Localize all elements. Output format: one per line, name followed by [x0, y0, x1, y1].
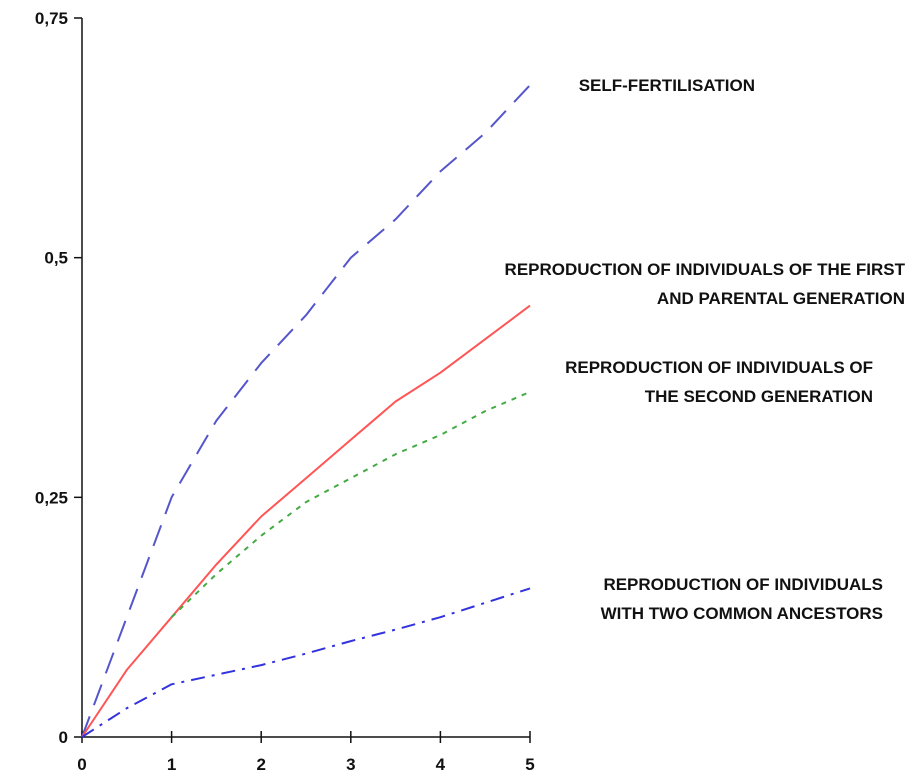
y-tick-label: 0,25 — [35, 488, 68, 507]
series-line-1 — [81, 84, 531, 738]
x-tick-label: 0 — [77, 755, 86, 774]
series-labels: SELF-FERTILISATION REPRODUCTION OF INDIVI… — [505, 76, 906, 623]
series-label-4: REPRODUCTION OF INDIVIDUALS — [603, 575, 883, 594]
y-tick-label: 0,75 — [35, 9, 68, 28]
series-label-3: REPRODUCTION OF INDIVIDUALS OF — [565, 358, 873, 377]
x-ticks: 0 1 2 3 4 5 — [77, 731, 535, 774]
series-label-2: AND PARENTAL GENERATION — [657, 289, 905, 308]
series-label-2: REPRODUCTION OF INDIVIDUALS OF THE FIRST — [505, 260, 906, 279]
x-tick-label: 1 — [167, 755, 176, 774]
axes — [81, 18, 530, 738]
y-tick-label: 0 — [59, 728, 68, 747]
x-tick-label: 2 — [256, 755, 265, 774]
x-tick-label: 3 — [346, 755, 355, 774]
series-label-4: WITH TWO COMMON ANCESTORS — [601, 604, 883, 623]
series-label-1: SELF-FERTILISATION — [579, 76, 755, 95]
series-group — [81, 84, 531, 738]
series-label-3: THE SECOND GENERATION — [645, 387, 873, 406]
series-line-4 — [81, 587, 531, 738]
series-line-3 — [170, 390, 531, 618]
series-line-2 — [81, 304, 531, 738]
y-tick-label: 0,5 — [44, 249, 68, 268]
x-tick-label: 5 — [525, 755, 534, 774]
x-tick-label: 4 — [436, 755, 446, 774]
y-ticks: 0 0,25 0,5 0,75 — [35, 9, 82, 747]
